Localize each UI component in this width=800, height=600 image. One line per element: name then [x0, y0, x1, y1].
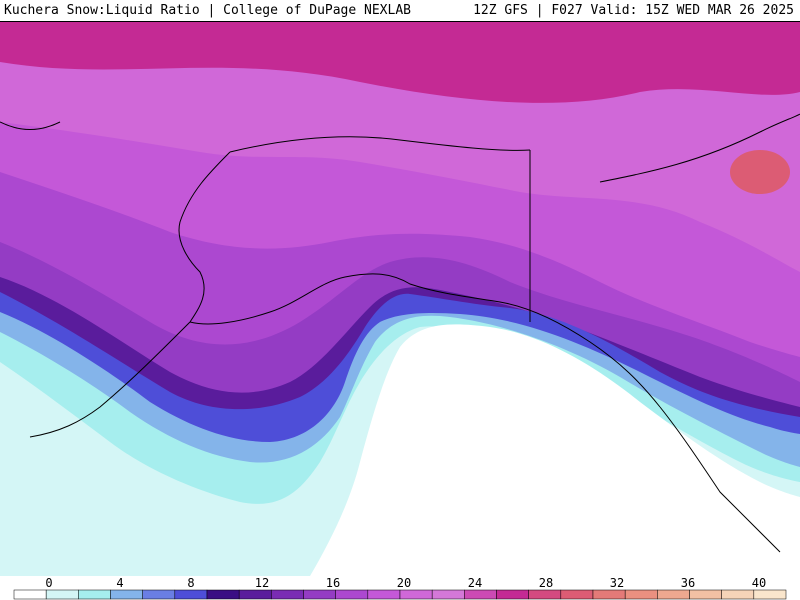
- field-band-32: [730, 150, 790, 194]
- legend-swatch: [335, 589, 369, 600]
- product-title: Kuchera Snow:Liquid Ratio | College of D…: [4, 3, 411, 18]
- legend-swatch: [238, 589, 272, 600]
- west-coast: [178, 151, 231, 323]
- legend-swatch: [110, 589, 143, 600]
- run-info: 12Z GFS | F027 Valid: 15Z WED MAR 26 202…: [473, 3, 794, 18]
- legend-swatch: [528, 589, 562, 600]
- legend-label: 4: [116, 576, 123, 590]
- field-blank-gulf: [310, 324, 800, 576]
- legend-swatch: [45, 589, 79, 600]
- legend-swatch: [592, 589, 626, 600]
- map-panel: [0, 22, 800, 576]
- legend-swatch: [303, 589, 336, 600]
- legend-swatch: [399, 589, 433, 600]
- legend-swatch: [13, 589, 47, 600]
- snow-ratio-map: [0, 22, 800, 576]
- legend-swatch: [78, 589, 111, 600]
- legend-label: 36: [681, 576, 695, 590]
- bc-coast: [659, 406, 781, 553]
- legend-swatch: [271, 589, 304, 600]
- legend-label: 24: [468, 576, 482, 590]
- legend-swatch: [464, 589, 497, 600]
- legend-swatch: [431, 589, 465, 600]
- alaska-peninsula: [29, 321, 191, 438]
- legend-swatch: [753, 589, 787, 600]
- legend-label: 20: [397, 576, 411, 590]
- legend-label: 12: [255, 576, 269, 590]
- coastlines: [0, 113, 800, 553]
- legend-swatch: [174, 589, 208, 600]
- legend-swatch: [624, 589, 658, 600]
- legend-label: 32: [610, 576, 624, 590]
- legend-swatch: [657, 589, 690, 600]
- south-coast: [189, 273, 661, 408]
- legend-label: 40: [752, 576, 766, 590]
- legend-swatch: [206, 589, 240, 600]
- legend-swatch: [689, 589, 722, 600]
- legend-swatch: [367, 589, 401, 600]
- legend-label: 8: [187, 576, 194, 590]
- siberia-coast: [599, 113, 800, 183]
- chukotka-coast: [0, 121, 61, 130]
- legend-swatch: [560, 589, 594, 600]
- legend-swatch: [142, 589, 176, 600]
- legend-label: 16: [326, 576, 340, 590]
- header-bar: Kuchera Snow:Liquid Ratio | College of D…: [0, 0, 800, 22]
- color-legend: 0 4 8 12 16 20 24 28 32 36 40: [0, 576, 800, 600]
- legend-swatch: [496, 589, 529, 600]
- arctic-coast: [229, 136, 531, 153]
- legend-scale: 0 4 8 12 16 20 24 28 32 36 40: [13, 576, 787, 600]
- legend-label: 28: [539, 576, 553, 590]
- legend-label: 0: [45, 576, 52, 590]
- legend-swatch: [721, 589, 755, 600]
